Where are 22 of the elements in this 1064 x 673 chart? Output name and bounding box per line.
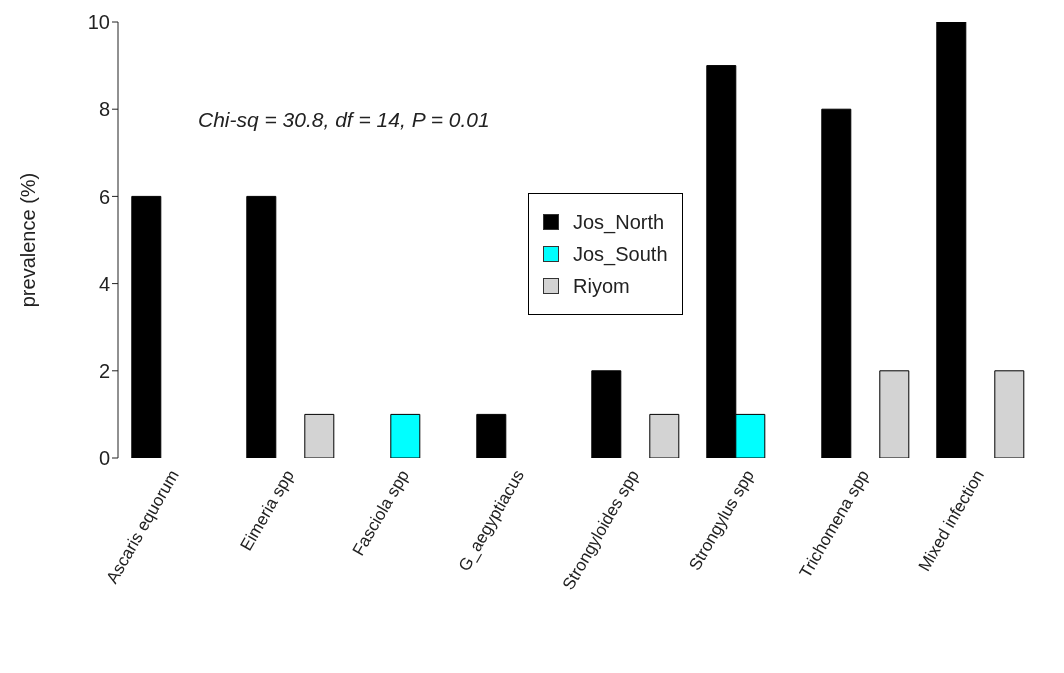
y-tick-label: 10 (87, 11, 110, 34)
bar (304, 413, 335, 458)
bar (936, 22, 967, 458)
bar (879, 370, 910, 458)
bar (131, 195, 162, 458)
y-tick-label: 4 (98, 272, 110, 295)
y-tick-label: 0 (98, 447, 110, 470)
bar (246, 195, 277, 458)
y-tick-label: 8 (98, 98, 110, 121)
annotation: Chi-sq = 30.8, df = 14, P = 0.01 (198, 108, 490, 132)
y-tick-label: 2 (98, 359, 110, 382)
bar (994, 370, 1025, 458)
bar (591, 370, 622, 458)
y-axis-title: prevalence (%) (17, 172, 40, 308)
legend-label: Riyom (573, 274, 630, 299)
legend-label: Jos_North (573, 210, 665, 236)
legend-label: Jos_South (573, 242, 668, 268)
bar (821, 108, 852, 458)
y-tick-label: 6 (98, 185, 110, 208)
bar (649, 413, 680, 458)
bar (476, 413, 507, 458)
bar (390, 413, 421, 458)
